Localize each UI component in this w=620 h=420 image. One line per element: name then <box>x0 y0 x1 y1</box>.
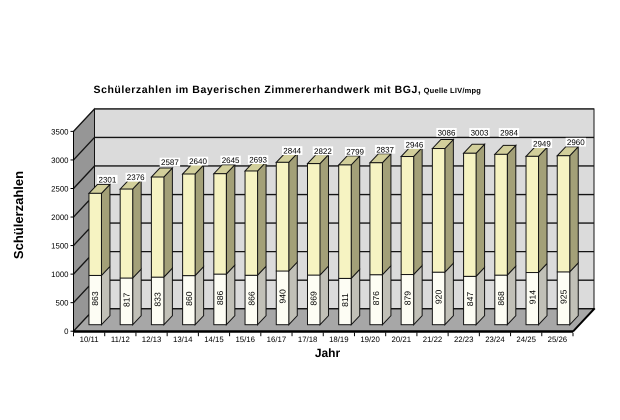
svg-text:833: 833 <box>153 292 163 307</box>
svg-text:2645: 2645 <box>222 156 240 165</box>
svg-text:Jahr: Jahr <box>315 346 341 360</box>
svg-text:2301: 2301 <box>99 175 117 184</box>
svg-text:2000: 2000 <box>51 213 69 222</box>
svg-text:17/18: 17/18 <box>298 335 318 344</box>
svg-text:22/23: 22/23 <box>454 335 474 344</box>
svg-text:2837: 2837 <box>376 145 394 154</box>
svg-text:13/14: 13/14 <box>173 335 193 344</box>
svg-text:20/21: 20/21 <box>392 335 412 344</box>
svg-text:0: 0 <box>64 327 69 336</box>
svg-text:11/12: 11/12 <box>111 335 130 344</box>
svg-text:1000: 1000 <box>51 270 69 279</box>
svg-text:2946: 2946 <box>406 141 424 150</box>
svg-text:920: 920 <box>434 290 444 305</box>
svg-text:2799: 2799 <box>346 147 364 156</box>
svg-text:3086: 3086 <box>438 128 456 137</box>
svg-text:14/15: 14/15 <box>204 335 224 344</box>
svg-text:869: 869 <box>309 291 319 306</box>
svg-text:863: 863 <box>90 291 100 306</box>
svg-text:Schülerzahlen: Schülerzahlen <box>11 171 26 259</box>
svg-text:2587: 2587 <box>161 158 179 167</box>
svg-text:868: 868 <box>496 291 506 306</box>
svg-text:24/25: 24/25 <box>516 335 536 344</box>
svg-text:925: 925 <box>558 289 568 304</box>
svg-text:2693: 2693 <box>249 156 267 165</box>
svg-text:2949: 2949 <box>533 140 551 149</box>
svg-text:876: 876 <box>371 291 381 306</box>
svg-text:3003: 3003 <box>471 129 489 138</box>
svg-text:21/22: 21/22 <box>423 335 443 344</box>
svg-text:866: 866 <box>246 291 256 306</box>
svg-text:Schülerzahlen im Bayerischen Z: Schülerzahlen im Bayerischen Zimmererhan… <box>94 84 482 96</box>
svg-text:2500: 2500 <box>51 184 69 193</box>
svg-text:15/16: 15/16 <box>235 335 255 344</box>
svg-text:879: 879 <box>402 291 412 306</box>
svg-text:847: 847 <box>465 292 475 307</box>
svg-text:3000: 3000 <box>51 156 69 165</box>
svg-text:12/13: 12/13 <box>142 335 162 344</box>
svg-text:23/24: 23/24 <box>485 335 505 344</box>
svg-text:19/20: 19/20 <box>360 335 380 344</box>
svg-text:860: 860 <box>184 291 194 306</box>
svg-text:25/26: 25/26 <box>548 335 568 344</box>
svg-text:3500: 3500 <box>51 127 69 136</box>
svg-text:18/19: 18/19 <box>329 335 349 344</box>
svg-text:940: 940 <box>278 289 288 304</box>
svg-text:2822: 2822 <box>314 147 332 156</box>
svg-text:16/17: 16/17 <box>267 335 287 344</box>
svg-text:10/11: 10/11 <box>80 335 99 344</box>
svg-text:2960: 2960 <box>567 138 585 147</box>
svg-text:811: 811 <box>340 293 350 307</box>
svg-text:886: 886 <box>215 291 225 306</box>
svg-text:2640: 2640 <box>189 157 207 166</box>
svg-text:1500: 1500 <box>51 242 69 251</box>
svg-text:2984: 2984 <box>500 129 518 138</box>
svg-text:914: 914 <box>527 290 537 305</box>
svg-text:817: 817 <box>121 292 131 307</box>
svg-text:500: 500 <box>55 299 69 308</box>
svg-text:2844: 2844 <box>283 147 301 156</box>
svg-text:2376: 2376 <box>127 173 145 182</box>
